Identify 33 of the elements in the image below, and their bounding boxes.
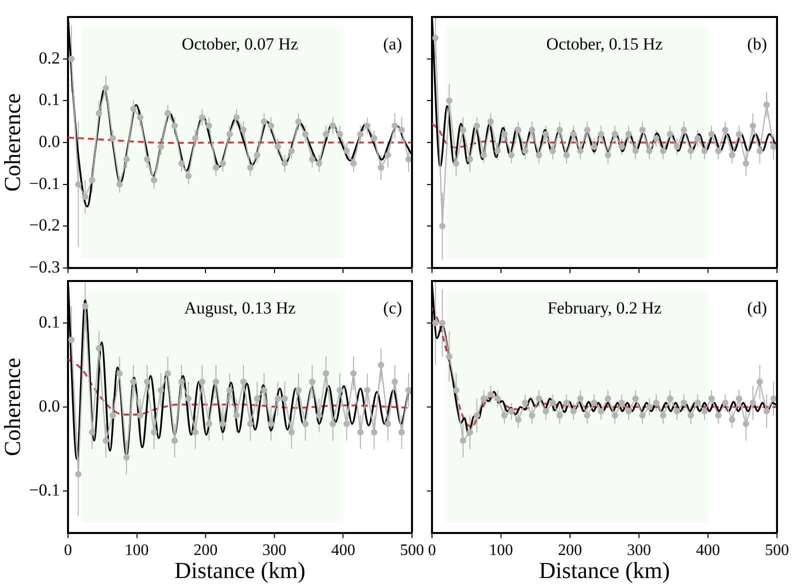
y-axis-title: Coherence — [0, 93, 25, 192]
annotation: (b) — [747, 34, 767, 54]
annotation: (a) — [383, 34, 402, 54]
annotation: (d) — [747, 298, 767, 318]
y-tick-label: 0.1 — [38, 312, 60, 332]
x-tick-label: 500 — [400, 542, 424, 559]
x-tick-label: 0 — [64, 542, 72, 559]
x-tick-label: 400 — [696, 542, 720, 559]
x-tick-label: 300 — [262, 542, 286, 559]
y-tick-label: 0.0 — [38, 396, 60, 416]
annotation: October, 0.15 Hz — [546, 34, 664, 54]
x-tick-label: 200 — [194, 542, 218, 559]
y-tick-label: −0.3 — [29, 257, 60, 276]
y-tick-label: 0.0 — [38, 132, 60, 151]
y-tick-label: 0.1 — [38, 90, 60, 110]
annotation: February, 0.2 Hz — [547, 298, 662, 318]
y-tick-label: −0.2 — [29, 216, 60, 235]
x-tick-label: 500 — [765, 542, 789, 559]
x-tick-label: 300 — [627, 542, 651, 559]
y-tick-label: −0.1 — [29, 174, 60, 193]
x-axis-title: Distance (km) — [174, 558, 306, 584]
x-tick-label: 0 — [428, 542, 436, 559]
x-axis-title: Distance (km) — [539, 558, 670, 584]
x-tick-label: 100 — [124, 542, 149, 559]
annotation: August, 0.13 Hz — [184, 298, 296, 318]
x-tick-label: 200 — [558, 542, 582, 559]
annotation: October, 0.07 Hz — [182, 34, 299, 54]
y-axis-title: Coherence — [0, 358, 25, 456]
annotation: (c) — [383, 298, 402, 318]
y-tick-label: −0.1 — [29, 480, 60, 500]
x-tick-label: 400 — [331, 542, 356, 559]
y-tick-label: 0.2 — [38, 48, 60, 68]
x-tick-label: 100 — [489, 542, 513, 559]
